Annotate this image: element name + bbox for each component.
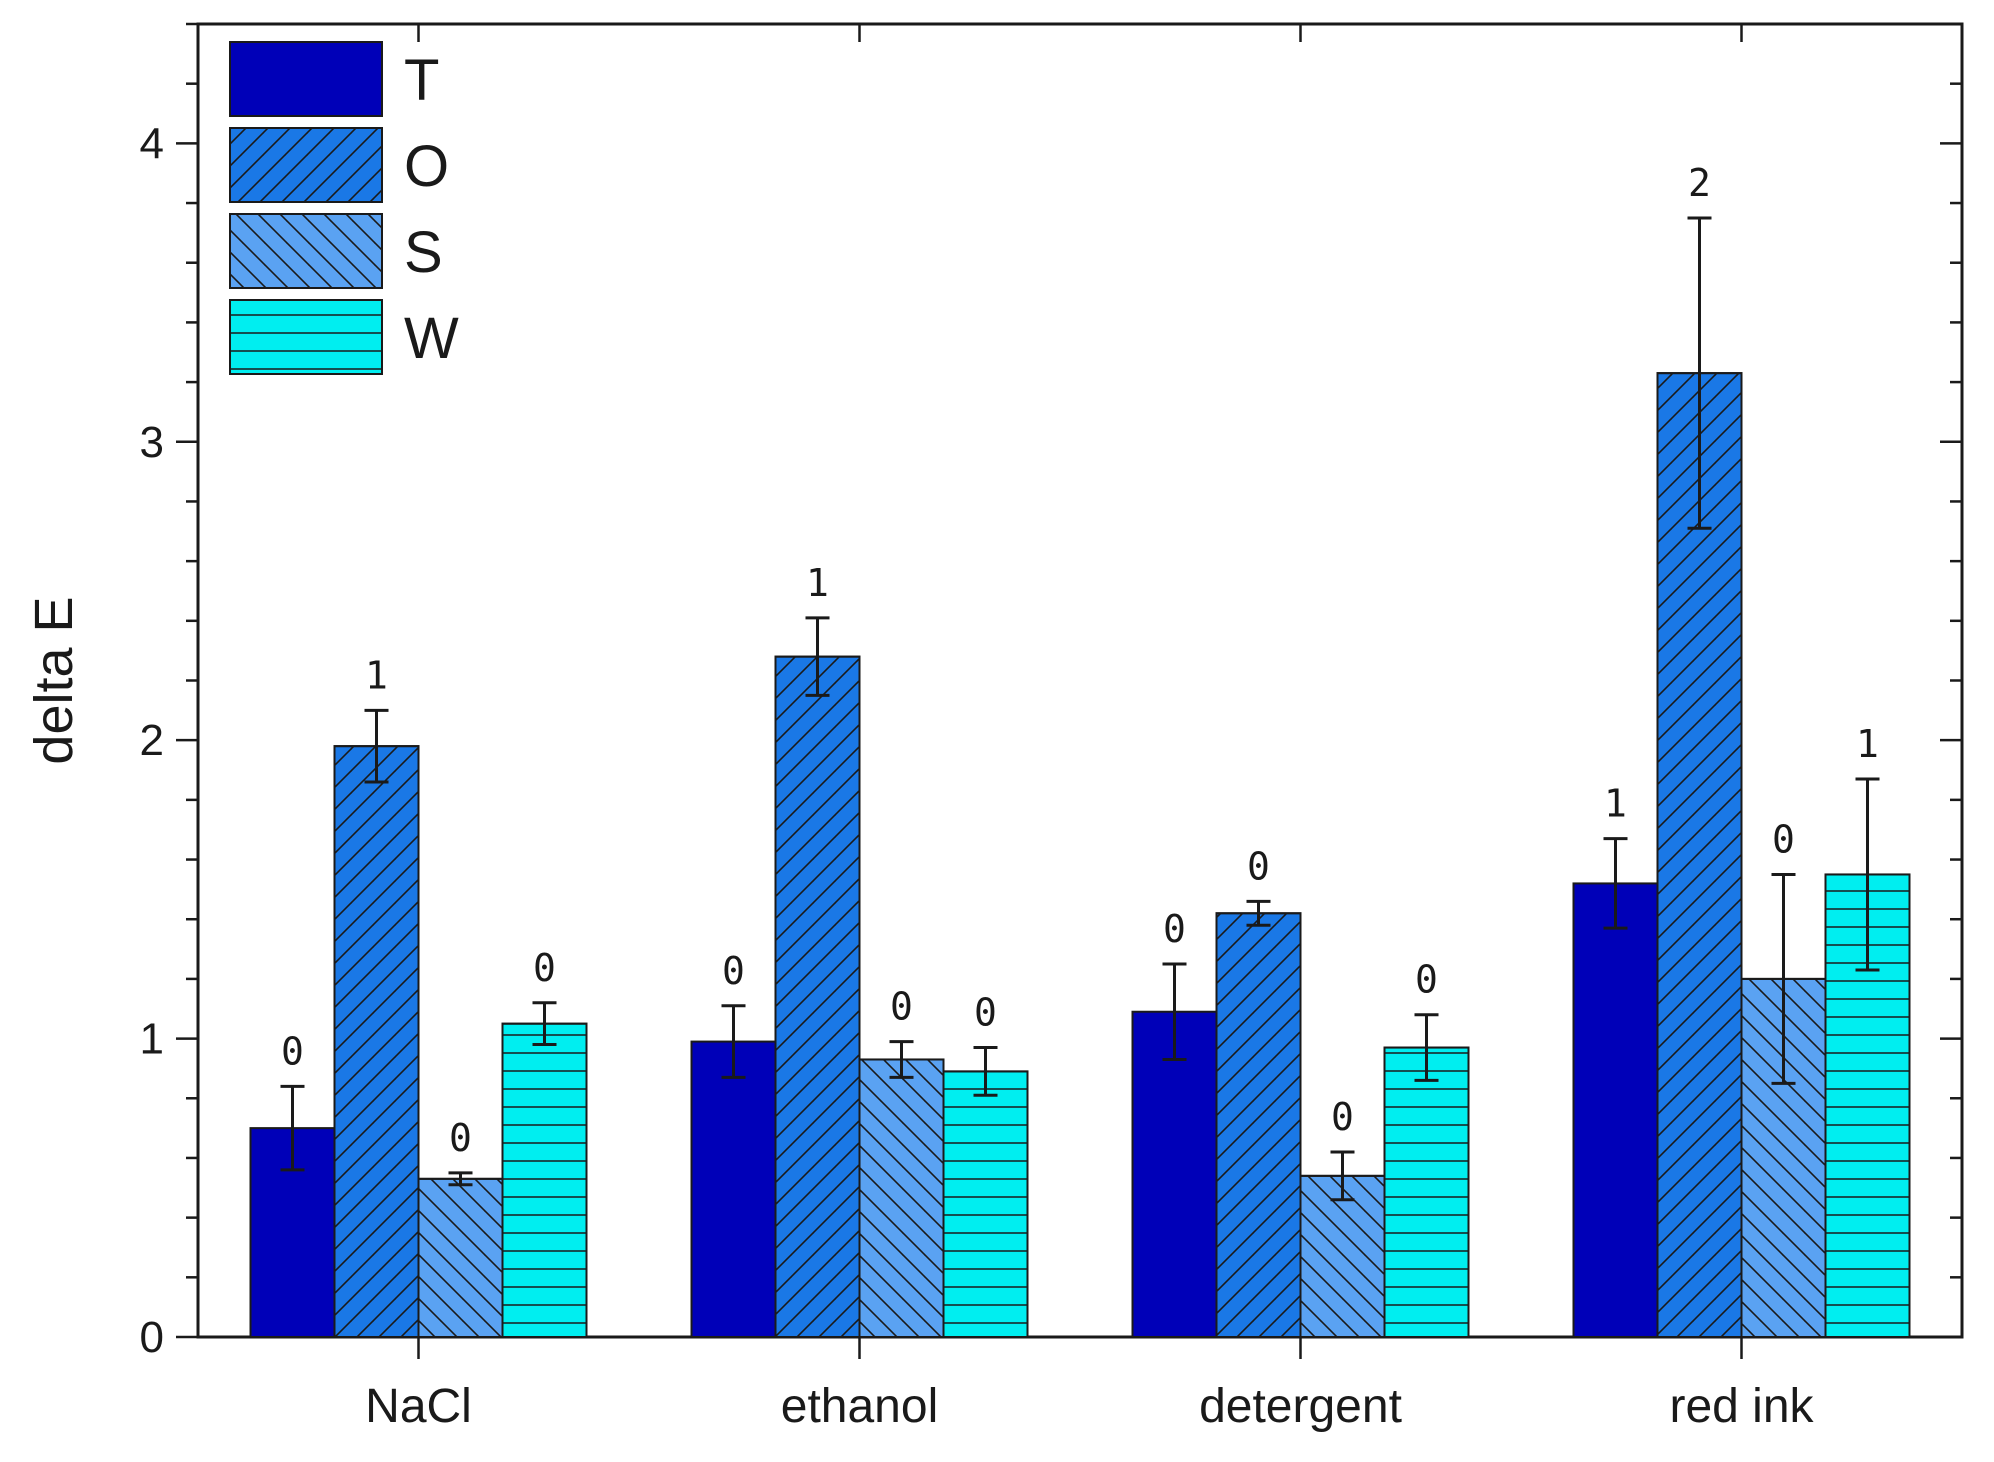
significance-label: 2 [1688, 161, 1711, 205]
x-tick-label: red ink [1669, 1380, 1814, 1433]
legend-swatch-T [229, 41, 383, 117]
bar-pattern [942, 1070, 1029, 1338]
x-tick-label: detergent [1199, 1380, 1402, 1433]
y-tick-label: 4 [140, 119, 164, 168]
bar-pattern [858, 1058, 945, 1338]
bar-pattern [501, 1022, 588, 1339]
significance-label: 0 [1415, 958, 1438, 1002]
legend-swatch-pattern [229, 213, 383, 289]
legend-label-T: T [404, 48, 439, 113]
significance-label: 1 [1856, 722, 1879, 766]
y-tick-label: 1 [140, 1015, 164, 1064]
bar-pattern [1656, 372, 1743, 1339]
bar-T-ethanol [690, 1040, 777, 1338]
significance-label: 1 [806, 561, 829, 605]
significance-label: 0 [1163, 907, 1186, 951]
bar-pattern [1215, 912, 1302, 1338]
significance-label: 0 [722, 949, 745, 993]
x-tick-label: ethanol [781, 1380, 938, 1433]
legend-label-W: W [404, 306, 459, 371]
bar-T-red-ink [1572, 882, 1659, 1338]
y-axis-title: delta E [24, 596, 84, 764]
legend-label-S: S [404, 220, 443, 285]
legend-swatch-pattern [229, 299, 383, 375]
significance-label: 0 [1247, 844, 1270, 888]
bar-pattern [333, 745, 420, 1338]
significance-label: 0 [1772, 817, 1795, 861]
significance-label: 0 [890, 985, 913, 1029]
x-tick-label: NaCl [365, 1380, 472, 1433]
y-tick-label: 2 [140, 716, 164, 765]
bar-pattern [1299, 1174, 1386, 1339]
significance-label: 0 [449, 1116, 472, 1160]
bar-pattern [774, 655, 861, 1338]
significance-label: 0 [1331, 1095, 1354, 1139]
bar-pattern [417, 1177, 504, 1338]
significance-label: 0 [533, 946, 556, 990]
bar-pattern [1383, 1046, 1470, 1339]
y-tick-label: 0 [140, 1313, 164, 1362]
bar-T-detergent [1131, 1010, 1218, 1338]
significance-label: 1 [365, 653, 388, 697]
legend-swatch-pattern [229, 127, 383, 203]
significance-label: 1 [1604, 782, 1627, 826]
significance-label: 0 [281, 1029, 304, 1073]
legend-label-O: O [404, 134, 449, 199]
significance-label: 0 [974, 991, 997, 1035]
y-tick-label: 3 [140, 418, 164, 467]
